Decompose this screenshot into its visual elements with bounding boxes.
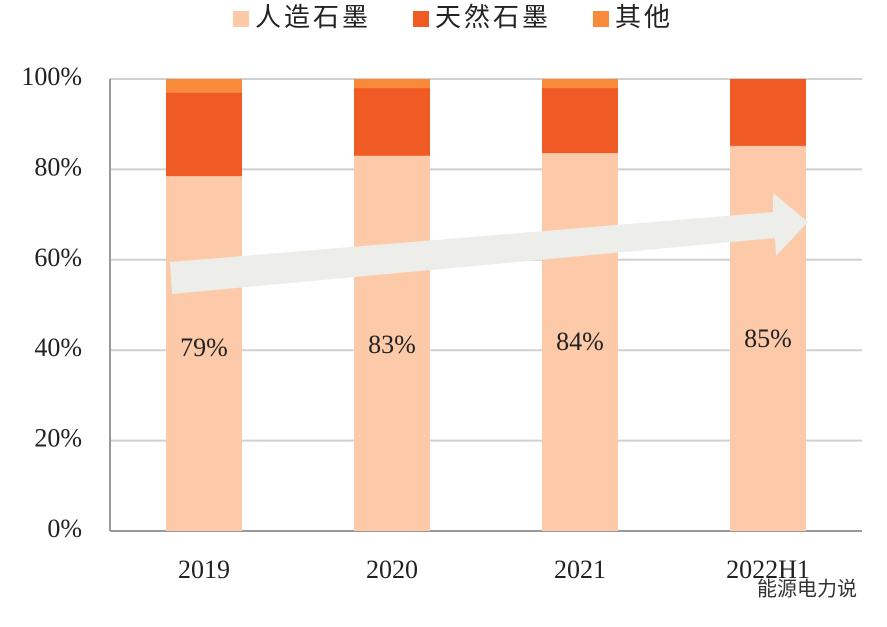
- bar-segment: [542, 79, 618, 89]
- y-tick-label: 80%: [34, 152, 82, 181]
- x-tick-label: 2022H1: [726, 555, 810, 584]
- trend-arrow: [170, 193, 808, 294]
- data-label: 84%: [556, 327, 604, 356]
- y-tick-label: 100%: [21, 62, 82, 91]
- bar-segment: [542, 153, 618, 532]
- legend-label: 人造石墨: [255, 3, 371, 32]
- legend-swatch: [233, 11, 249, 27]
- plot-area: [109, 78, 862, 532]
- data-labels: 79% 83% 84% 85%: [180, 324, 792, 362]
- legend-swatch: [413, 11, 429, 27]
- x-tick-label: 2021: [554, 555, 606, 584]
- legend-label: 其他: [615, 3, 673, 32]
- watermark: 能源电力说: [757, 577, 857, 601]
- bar-segment: [354, 155, 430, 531]
- bar-segment: [354, 88, 430, 156]
- x-tick-label: 2019: [178, 555, 230, 584]
- data-label: 79%: [180, 333, 228, 362]
- bar-segment: [166, 79, 242, 93]
- bar-segment: [730, 79, 806, 146]
- legend-swatch: [593, 11, 609, 27]
- bar-segment: [542, 88, 618, 154]
- data-label: 85%: [744, 324, 792, 353]
- bar-segment: [354, 79, 430, 89]
- y-tick-label: 40%: [34, 333, 82, 362]
- legend-label: 天然石墨: [435, 3, 551, 32]
- bar-segment: [166, 92, 242, 177]
- x-tick-label: 2020: [366, 555, 418, 584]
- y-tick-label: 60%: [34, 243, 82, 272]
- y-tick-label: 0%: [47, 514, 82, 543]
- y-tick-label: 20%: [34, 424, 82, 453]
- bar-segment: [166, 176, 242, 531]
- data-label: 83%: [368, 330, 416, 359]
